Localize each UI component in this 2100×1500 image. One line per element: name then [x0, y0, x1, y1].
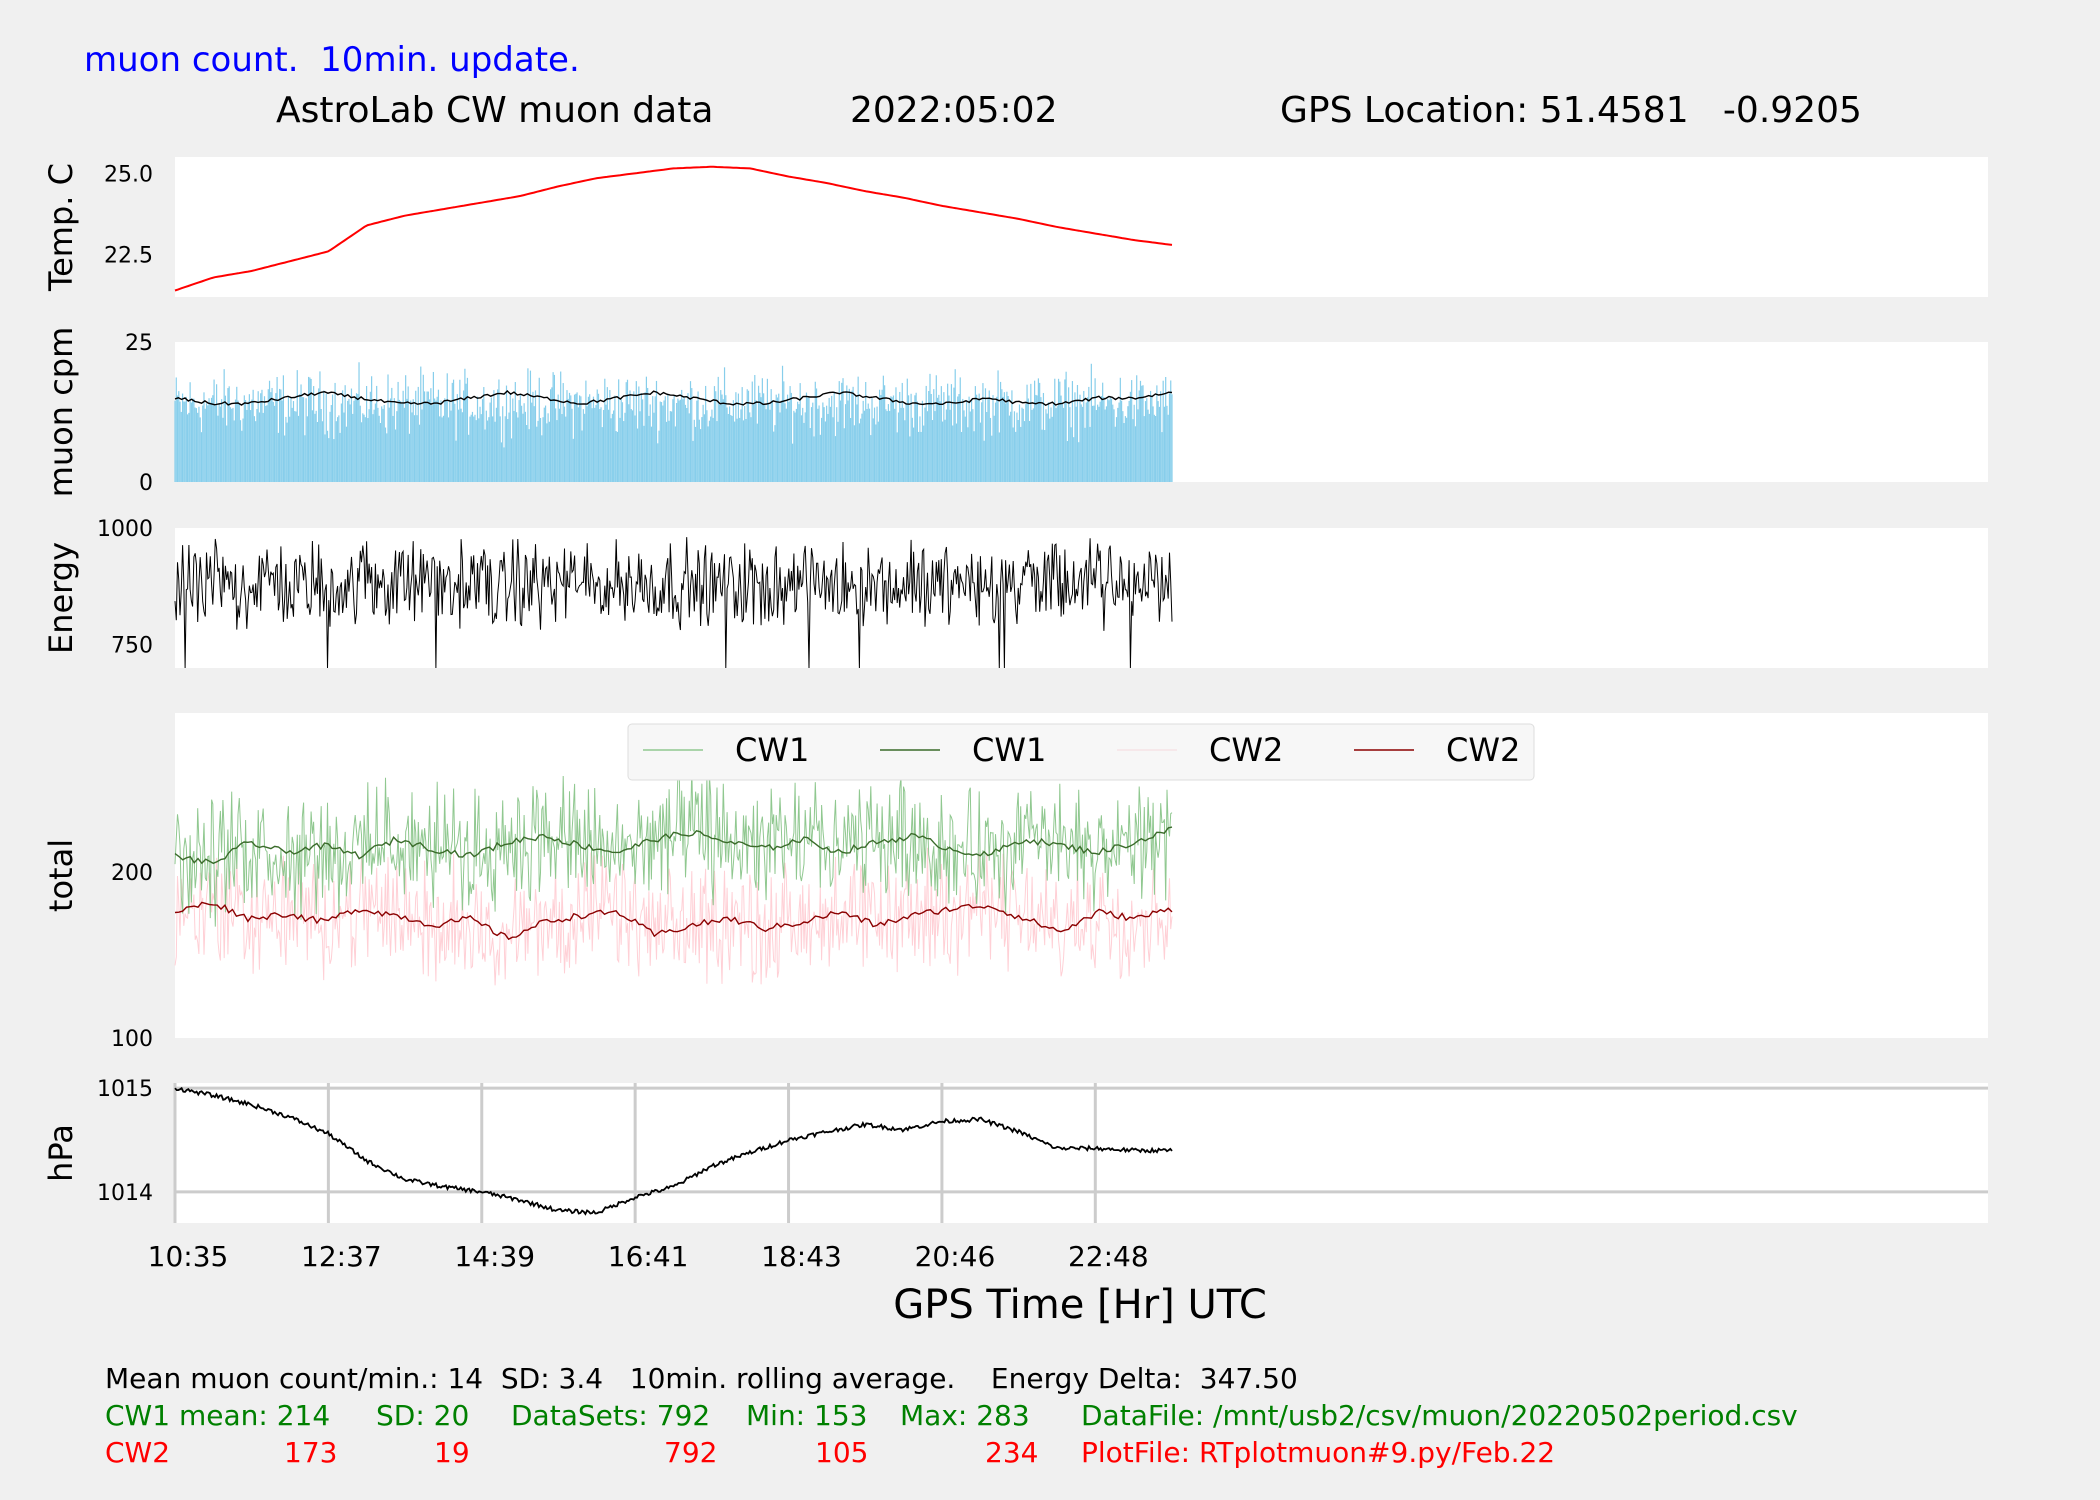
- footer-cw1-sd: SD: 20: [376, 1399, 470, 1432]
- y-tick-label: 0: [139, 471, 153, 496]
- footer-cw2-sd: 19: [434, 1436, 470, 1469]
- x-tick-label: 16:41: [608, 1240, 689, 1273]
- legend-label: CW1: [972, 731, 1046, 769]
- gps-location: GPS Location: 51.4581 -0.9205: [1280, 90, 1862, 131]
- y-tick-label: 1014: [97, 1181, 153, 1206]
- y-axis-label: Temp. C: [42, 163, 80, 292]
- legend-label: CW2: [1446, 731, 1520, 769]
- cw2-average-line: [174, 901, 1173, 941]
- y-axis-label: muon cpm: [42, 327, 80, 498]
- footer-data-file: DataFile: /mnt/usb2/csv/muon/20220502per…: [1081, 1399, 1798, 1432]
- footer-cw2-label: CW2: [105, 1436, 171, 1469]
- legend-label: CW2: [1209, 731, 1283, 769]
- footer-cw2-min: 105: [815, 1436, 869, 1469]
- footer-cw1-mean: CW1 mean: 214: [105, 1399, 331, 1432]
- muon-bars: [174, 362, 1173, 482]
- legend-label: CW1: [735, 731, 809, 769]
- x-axis-label: GPS Time [Hr] UTC: [893, 1282, 1267, 1328]
- y-tick-label: 750: [111, 634, 153, 659]
- cw2-raw-line: [174, 847, 1173, 986]
- x-tick-label: 20:46: [915, 1240, 996, 1273]
- pressure-line: [174, 1086, 1173, 1216]
- legend-box: [627, 723, 1535, 781]
- x-tick-label: 18:43: [761, 1240, 842, 1273]
- y-tick-label: 25: [125, 331, 153, 356]
- x-tick-label: 12:37: [301, 1240, 382, 1273]
- x-tick-label: 14:39: [454, 1240, 535, 1273]
- y-tick-label: 1000: [97, 517, 153, 542]
- plot-panel: [175, 157, 1988, 297]
- cw1-raw-line: [174, 766, 1173, 927]
- muon-rolling-average-line: [174, 390, 1173, 407]
- footer-summary: Mean muon count/min.: 14 SD: 3.4 10min. …: [105, 1362, 1298, 1395]
- cw1-average-line: [174, 826, 1173, 865]
- y-axis-label: Energy: [42, 542, 80, 654]
- footer-cw1-min: Min: 153: [746, 1399, 868, 1432]
- footer-cw1-datasets: DataSets: 792: [511, 1399, 711, 1432]
- legend: CW1 CW1 CW2 CW2: [627, 723, 1535, 781]
- footer-cw2-mean: 173: [284, 1436, 338, 1469]
- x-tick-label: 10:35: [148, 1240, 229, 1273]
- energy-line: [174, 537, 1173, 669]
- footer-plot-file: PlotFile: RTplotmuon#9.py/Feb.22: [1081, 1436, 1556, 1469]
- x-tick-label: 22:48: [1068, 1240, 1149, 1273]
- y-tick-label: 200: [111, 861, 153, 886]
- footer-cw1-max: Max: 283: [900, 1399, 1030, 1432]
- plot-panel: [175, 1083, 1988, 1223]
- y-tick-label: 1015: [97, 1077, 153, 1102]
- y-tick-label: 25.0: [104, 162, 153, 187]
- chart-title: AstroLab CW muon data: [276, 90, 714, 131]
- footer-cw2-max: 234: [985, 1436, 1039, 1469]
- y-tick-label: 22.5: [104, 244, 153, 269]
- y-axis-label: hPa: [42, 1124, 80, 1182]
- chart-date: 2022:05:02: [850, 90, 1058, 131]
- footer-cw2-datasets: 792: [664, 1436, 718, 1469]
- y-tick-label: 100: [111, 1027, 153, 1052]
- update-note: muon count. 10min. update.: [84, 40, 580, 80]
- plot-panel: [175, 528, 1988, 668]
- temperature-line: [174, 165, 1173, 292]
- y-axis-label: total: [42, 839, 80, 912]
